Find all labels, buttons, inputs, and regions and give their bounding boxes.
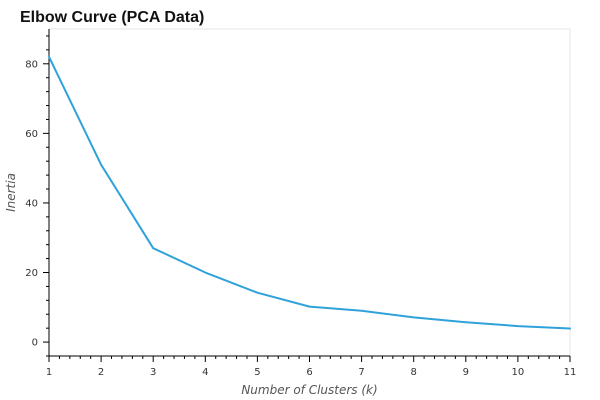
y-tick-label: 20 xyxy=(25,268,38,279)
x-tick-label: 6 xyxy=(306,367,312,378)
x-tick-label: 5 xyxy=(254,367,260,378)
x-tick-label: 4 xyxy=(202,367,208,378)
y-tick-label: 0 xyxy=(32,338,38,349)
y-tick-label: 60 xyxy=(25,129,38,140)
x-tick-label: 3 xyxy=(150,367,156,378)
x-tick-label: 8 xyxy=(411,367,417,378)
y-tick-label: 40 xyxy=(25,198,38,209)
x-tick-label: 11 xyxy=(564,367,577,378)
y-tick-label: 80 xyxy=(25,59,38,70)
inertia-line xyxy=(48,55,571,330)
x-tick-label: 10 xyxy=(512,367,525,378)
x-tick-label: 9 xyxy=(463,367,469,378)
x-tick-label: 1 xyxy=(46,367,52,378)
x-tick-label: 2 xyxy=(98,367,104,378)
series-layer xyxy=(48,55,571,330)
y-axis-label: Inertia xyxy=(4,173,18,212)
x-tick-label: 7 xyxy=(358,367,364,378)
axes: 1 2 3 4 5 6 7 8 9 10 11 0 20 40 60 80 xyxy=(25,29,576,378)
chart-title: Elbow Curve (PCA Data) xyxy=(20,9,204,26)
x-axis-label: Number of Clusters (k) xyxy=(241,383,377,397)
